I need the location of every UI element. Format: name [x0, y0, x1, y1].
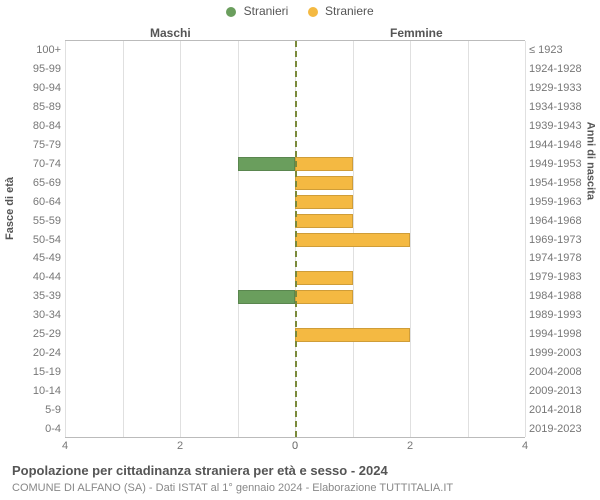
header-male: Maschi — [150, 26, 191, 40]
legend-label-male: Stranieri — [244, 4, 289, 18]
x-tick: 4 — [522, 440, 528, 452]
birth-year-label: 2004-2008 — [529, 363, 595, 382]
legend-item-male: Stranieri — [226, 4, 288, 18]
birth-year-label: 1934-1938 — [529, 98, 595, 117]
legend-item-female: Straniere — [308, 4, 374, 18]
plot-area: 100+≤ 192395-991924-192890-941929-193385… — [65, 40, 525, 438]
bar-female — [295, 157, 353, 171]
birth-year-label: 1999-2003 — [529, 344, 595, 363]
birth-year-label: 1924-1928 — [529, 60, 595, 79]
gridline — [525, 41, 526, 437]
age-label: 95-99 — [15, 60, 61, 79]
birth-year-label: 1994-1998 — [529, 325, 595, 344]
birth-year-label: 1974-1978 — [529, 249, 595, 268]
age-label: 65-69 — [15, 174, 61, 193]
birth-year-label: 1949-1953 — [529, 155, 595, 174]
age-label: 40-44 — [15, 268, 61, 287]
x-tick: 0 — [292, 440, 298, 452]
birth-year-label: 1939-1943 — [529, 117, 595, 136]
age-label: 0-4 — [15, 420, 61, 439]
bar-female — [295, 176, 353, 190]
x-tick: 2 — [177, 440, 183, 452]
age-label: 75-79 — [15, 136, 61, 155]
swatch-female — [308, 7, 318, 17]
age-label: 25-29 — [15, 325, 61, 344]
legend-label-female: Straniere — [325, 4, 374, 18]
birth-year-label: 1964-1968 — [529, 212, 595, 231]
center-line — [295, 41, 297, 437]
birth-year-label: ≤ 1923 — [529, 41, 595, 60]
age-label: 90-94 — [15, 79, 61, 98]
bar-female — [295, 233, 410, 247]
legend: Stranieri Straniere — [0, 4, 600, 18]
birth-year-label: 1969-1973 — [529, 231, 595, 250]
bar-female — [295, 328, 410, 342]
age-label: 30-34 — [15, 306, 61, 325]
chart-container: Stranieri Straniere Maschi Femmine Fasce… — [0, 0, 600, 500]
birth-year-label: 1984-1988 — [529, 287, 595, 306]
birth-year-label: 1959-1963 — [529, 193, 595, 212]
bar-female — [295, 214, 353, 228]
age-label: 45-49 — [15, 249, 61, 268]
age-label: 50-54 — [15, 231, 61, 250]
bar-male — [238, 290, 296, 304]
birth-year-label: 2019-2023 — [529, 420, 595, 439]
bar-male — [238, 157, 296, 171]
chart-subtitle: COMUNE DI ALFANO (SA) - Dati ISTAT al 1°… — [12, 482, 453, 494]
age-label: 20-24 — [15, 344, 61, 363]
age-label: 15-19 — [15, 363, 61, 382]
bar-female — [295, 195, 353, 209]
x-tick: 2 — [407, 440, 413, 452]
bar-female — [295, 290, 353, 304]
birth-year-label: 1944-1948 — [529, 136, 595, 155]
age-label: 55-59 — [15, 212, 61, 231]
chart-title: Popolazione per cittadinanza straniera p… — [12, 463, 388, 478]
age-label: 5-9 — [15, 401, 61, 420]
age-label: 60-64 — [15, 193, 61, 212]
birth-year-label: 2014-2018 — [529, 401, 595, 420]
birth-year-label: 1929-1933 — [529, 79, 595, 98]
age-label: 70-74 — [15, 155, 61, 174]
header-female: Femmine — [390, 26, 443, 40]
age-label: 80-84 — [15, 117, 61, 136]
age-label: 100+ — [15, 41, 61, 60]
swatch-male — [226, 7, 236, 17]
birth-year-label: 2009-2013 — [529, 382, 595, 401]
age-label: 10-14 — [15, 382, 61, 401]
birth-year-label: 1954-1958 — [529, 174, 595, 193]
age-label: 35-39 — [15, 287, 61, 306]
age-label: 85-89 — [15, 98, 61, 117]
bar-female — [295, 271, 353, 285]
birth-year-label: 1989-1993 — [529, 306, 595, 325]
x-tick: 4 — [62, 440, 68, 452]
birth-year-label: 1979-1983 — [529, 268, 595, 287]
